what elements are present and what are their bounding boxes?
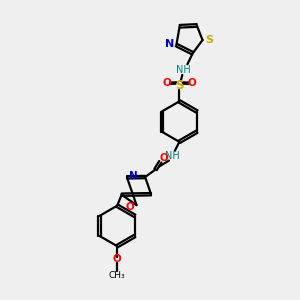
Text: O: O — [160, 153, 168, 163]
Text: S: S — [175, 79, 184, 92]
Text: N: N — [165, 39, 175, 49]
Text: N: N — [129, 171, 138, 181]
Text: CH₃: CH₃ — [109, 272, 125, 280]
Text: NH: NH — [176, 64, 191, 75]
Text: O: O — [126, 202, 134, 212]
Text: NH: NH — [164, 151, 179, 161]
Text: O: O — [188, 78, 196, 88]
Text: O: O — [163, 78, 171, 88]
Text: S: S — [205, 35, 213, 45]
Text: O: O — [113, 254, 122, 264]
